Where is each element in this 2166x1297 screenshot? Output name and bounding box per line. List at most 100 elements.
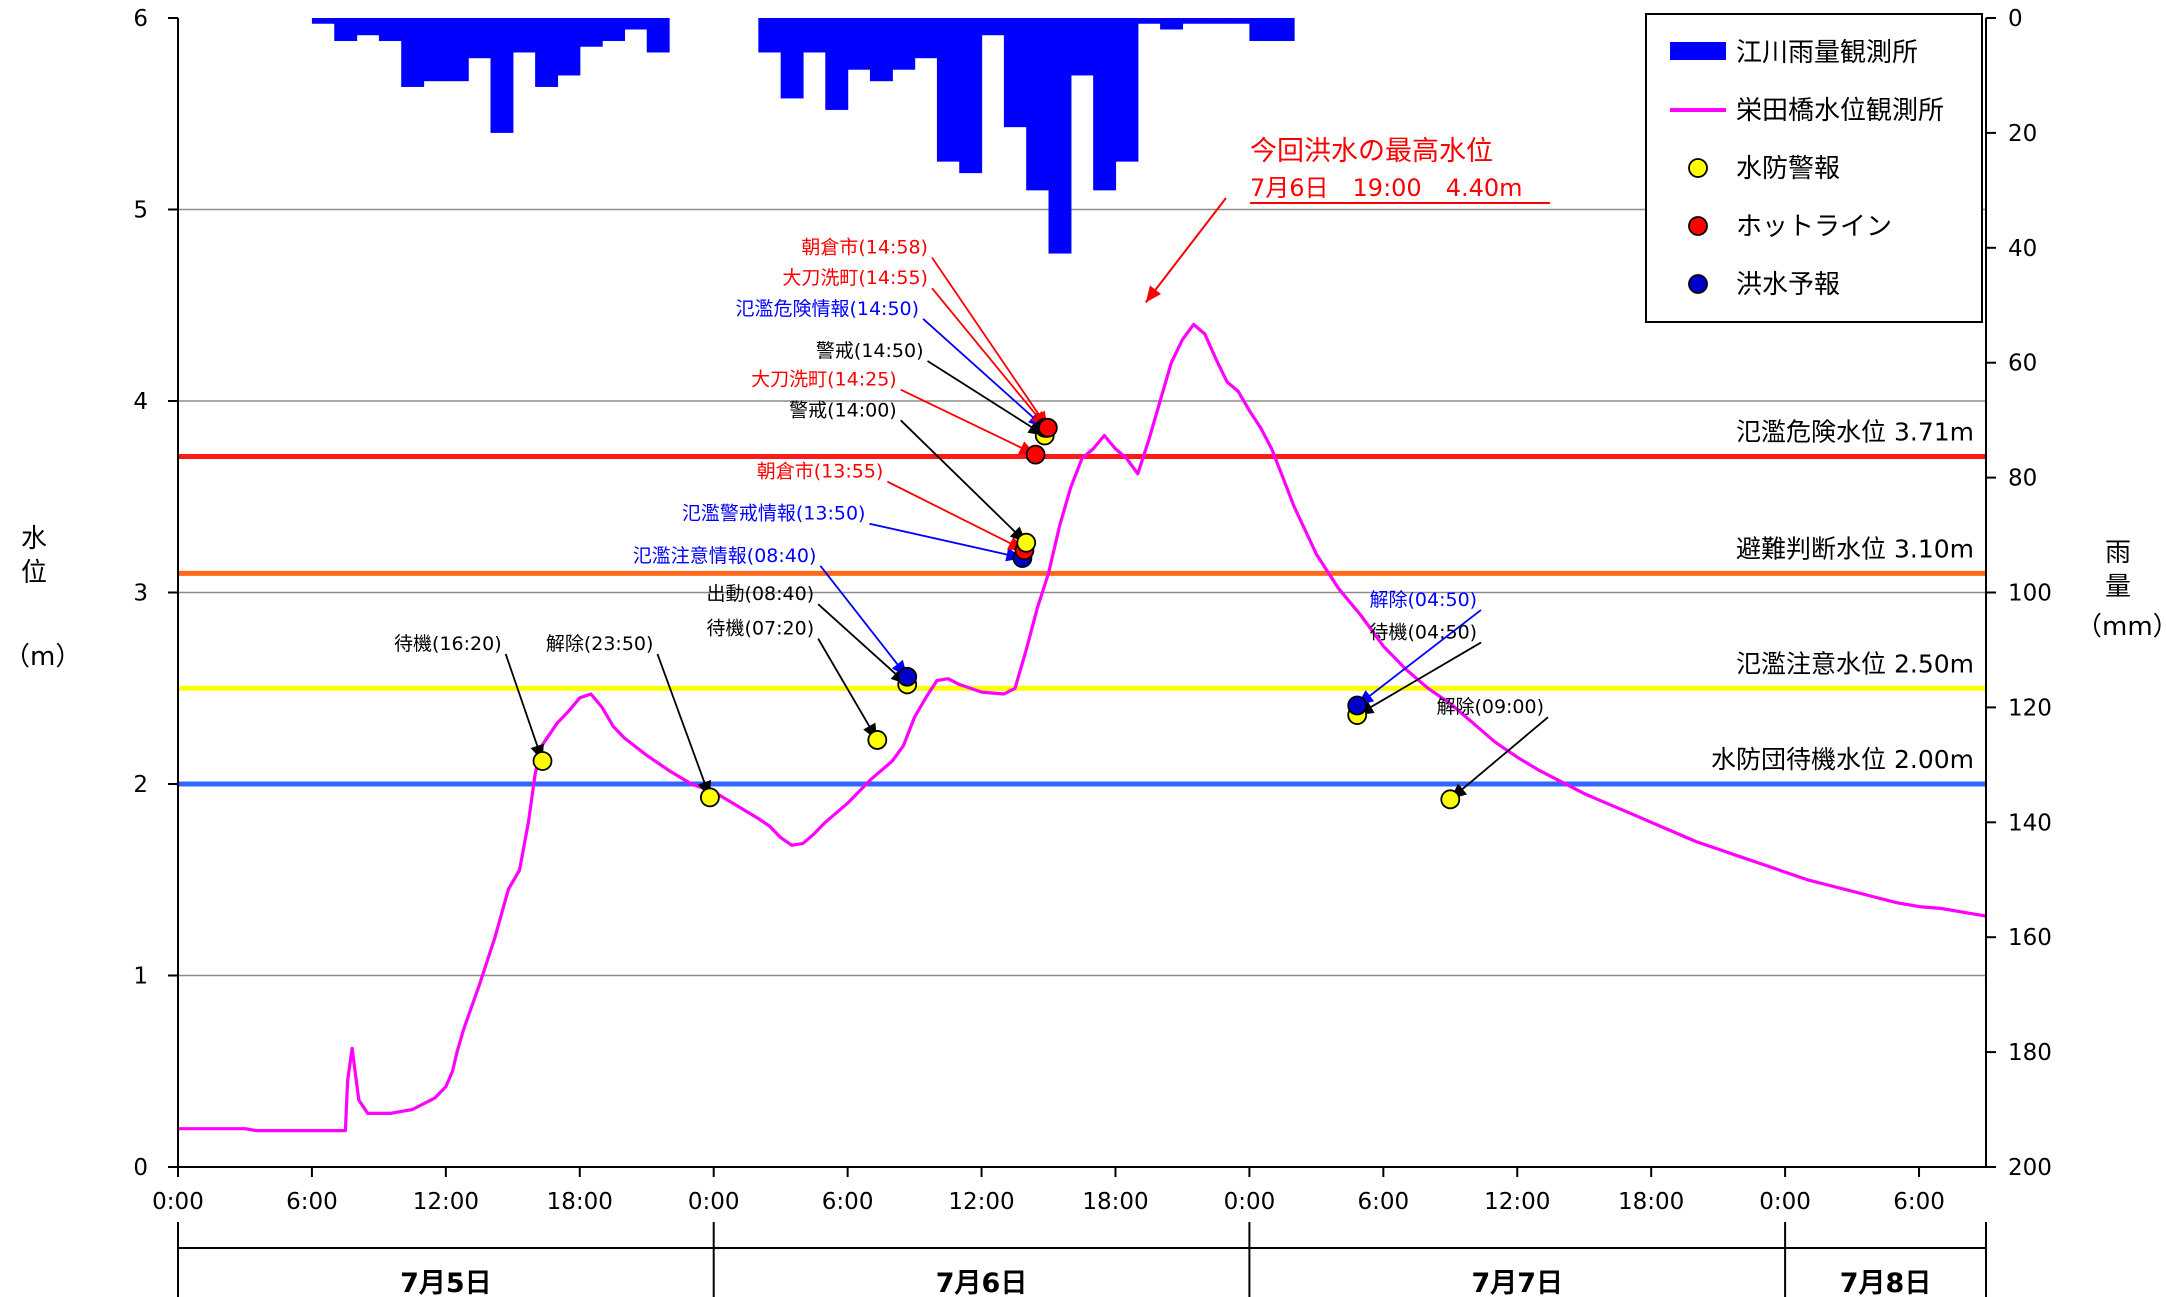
- rain-bar: [1115, 18, 1139, 162]
- legend-label: 栄田橋水位観測所: [1736, 96, 1944, 126]
- x-tick-label: 6:00: [1358, 1189, 1410, 1215]
- event-leader: [1449, 716, 1549, 801]
- legend-swatch-dot: [1688, 158, 1708, 178]
- rain-bar: [356, 18, 380, 36]
- x-tick-label: 6:00: [1893, 1189, 1945, 1215]
- threshold-label: 氾濫危険水位 3.71m: [1736, 418, 1974, 447]
- x-tick-label: 6:00: [822, 1189, 874, 1215]
- left-tick-label: 0: [133, 1155, 148, 1181]
- rain-bar: [959, 18, 983, 174]
- x-tick-label: 6:00: [286, 1189, 338, 1215]
- threshold-label: 氾濫注意水位 2.50m: [1736, 649, 1974, 678]
- right-tick-label: 20: [2008, 121, 2037, 147]
- event-leader: [900, 419, 1027, 544]
- x-tick-label: 0:00: [1224, 1189, 1276, 1215]
- rain-bar: [1227, 18, 1251, 24]
- rain-bar: [1003, 18, 1027, 128]
- event-leader: [900, 388, 1036, 456]
- legend-label: ホットライン: [1736, 212, 1892, 242]
- rain-bar: [445, 18, 469, 82]
- rain-bar: [869, 18, 893, 82]
- event-label: 待機(16:20): [394, 633, 502, 655]
- right-tick-label: 40: [2008, 236, 2037, 262]
- event-marker: [1037, 417, 1058, 438]
- x-tick-label: 0:00: [688, 1189, 740, 1215]
- rain-bar: [378, 18, 402, 41]
- threshold-label: 水防団待機水位 2.00m: [1711, 745, 1974, 774]
- rain-bar: [758, 18, 782, 53]
- left-tick-label: 4: [133, 389, 148, 415]
- legend-swatch-dot: [1688, 216, 1708, 236]
- peak-arrow-head: [1145, 285, 1162, 303]
- left-tick-label: 3: [133, 581, 148, 607]
- left-tick-label: 6: [133, 6, 148, 32]
- rain-bar: [311, 18, 335, 24]
- event-label: 待機(04:50): [1369, 621, 1477, 643]
- legend-label: 洪水予報: [1736, 270, 1840, 300]
- left-tick-label: 5: [133, 198, 148, 224]
- right-tick-label: 160: [2008, 925, 2052, 951]
- event-marker: [532, 751, 553, 771]
- left-axis-title: 水 位: [14, 522, 54, 590]
- rain-bar: [1249, 18, 1273, 41]
- event-label: 氾濫警戒情報(13:50): [682, 503, 866, 525]
- right-tick-label: 60: [2008, 351, 2037, 377]
- rain-bar: [914, 18, 938, 59]
- event-label: 朝倉市(13:55): [757, 461, 884, 483]
- event-leader: [931, 287, 1048, 429]
- rain-bar: [981, 18, 1005, 36]
- right-axis-title: 雨 量: [2098, 536, 2138, 604]
- rain-bar: [646, 18, 670, 53]
- x-tick-label: 12:00: [413, 1189, 479, 1215]
- event-marker: [1016, 532, 1037, 553]
- rain-bar: [1048, 18, 1072, 254]
- rain-bar: [802, 18, 826, 53]
- rain-bar: [1160, 18, 1184, 30]
- rain-bar: [624, 18, 648, 30]
- rain-bar: [1026, 18, 1050, 191]
- rain-bar: [780, 18, 804, 99]
- event-leader: [656, 653, 711, 798]
- right-tick-label: 0: [2008, 6, 2023, 32]
- x-tick-label: 18:00: [1082, 1189, 1148, 1215]
- event-marker: [867, 730, 888, 750]
- rain-bar: [936, 18, 960, 162]
- left-axis-char-1: 水: [20, 524, 47, 554]
- rain-bar: [490, 18, 514, 133]
- event-label: 氾濫危険情報(14:50): [735, 298, 919, 320]
- threshold-label: 避難判断水位 3.10m: [1736, 534, 1974, 563]
- rain-bar: [334, 18, 358, 41]
- rain-bar: [825, 18, 849, 110]
- event-leader: [817, 603, 908, 686]
- rain-bar: [535, 18, 559, 87]
- left-axis-char-2: 位: [20, 558, 47, 588]
- event-label: 氾濫注意情報(08:40): [633, 545, 817, 567]
- right-tick-label: 100: [2008, 581, 2052, 607]
- rain-bar: [1182, 18, 1206, 24]
- day-label: 7月8日: [1840, 1268, 1932, 1297]
- rain-bar: [579, 18, 603, 47]
- event-marker: [1025, 444, 1046, 465]
- x-tick-label: 12:00: [1484, 1189, 1550, 1215]
- legend-label: 江川雨量観測所: [1736, 38, 1918, 68]
- event-leader: [819, 565, 908, 678]
- rain-bar: [1204, 18, 1228, 24]
- left-tick-label: 2: [133, 772, 148, 798]
- event-leader: [869, 522, 1023, 559]
- rain-bar: [423, 18, 447, 82]
- right-axis-char-1: 雨: [2104, 538, 2131, 568]
- event-leader: [504, 653, 544, 762]
- event-leader: [931, 257, 1049, 429]
- right-axis-unit: （mm）: [2076, 612, 2166, 642]
- x-tick-label: 18:00: [547, 1189, 613, 1215]
- event-label: 解除(23:50): [546, 633, 654, 655]
- rain-bar: [1271, 18, 1295, 41]
- event-marker: [700, 787, 720, 808]
- event-leader: [1356, 641, 1482, 716]
- rain-bar: [1137, 18, 1161, 24]
- rain-bar: [847, 18, 871, 70]
- left-tick-label: 1: [133, 964, 148, 990]
- event-leader: [817, 638, 879, 741]
